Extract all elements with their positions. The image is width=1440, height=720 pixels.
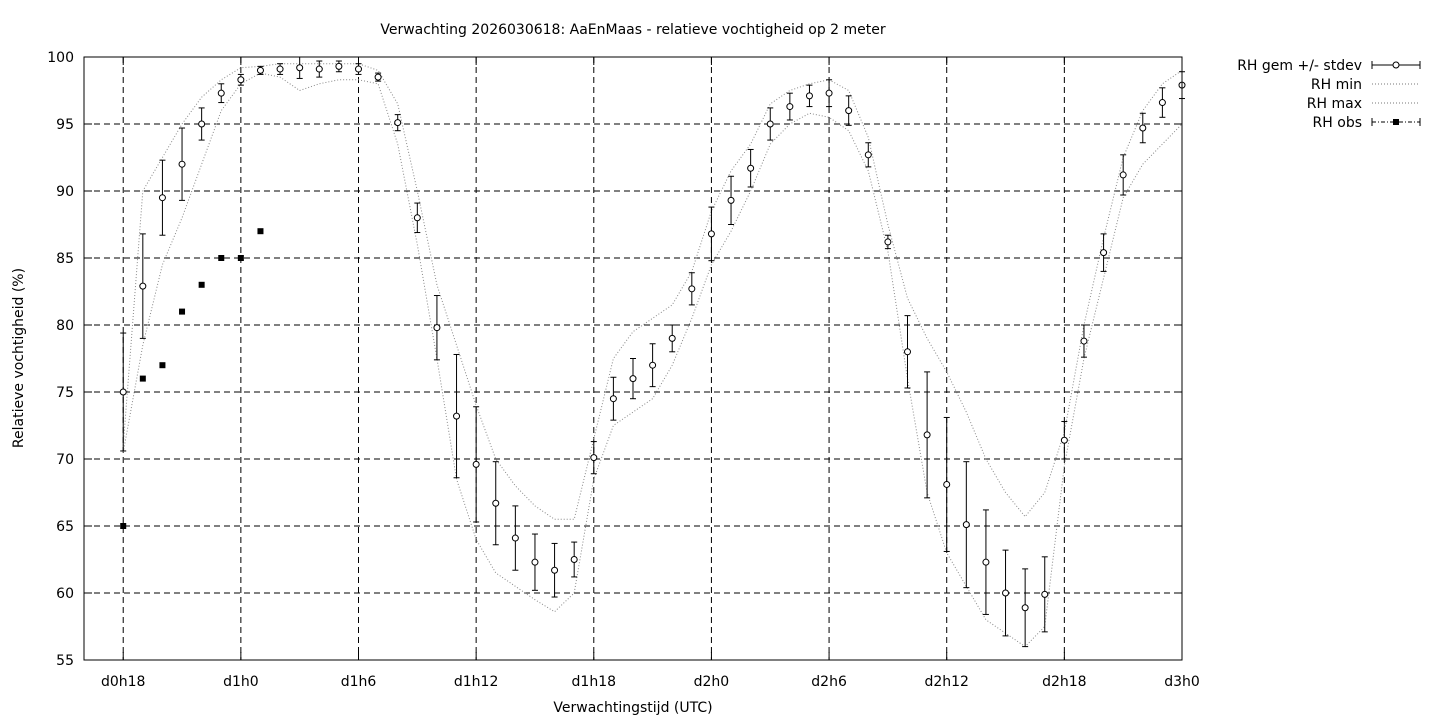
mean-point (355, 63, 362, 75)
mean-point (766, 107, 774, 141)
mean-point (335, 60, 343, 73)
mean-point (492, 461, 500, 546)
mean-point (1041, 556, 1049, 633)
legend-label-max: RH max (1307, 96, 1362, 112)
mean-point (315, 60, 323, 78)
mean-point (629, 358, 637, 400)
y-tick-label: 100 (47, 50, 74, 66)
y-tick-label: 75 (56, 385, 74, 401)
y-tick-label: 60 (56, 586, 74, 602)
mean-point (511, 505, 519, 571)
mean-point (1080, 324, 1088, 358)
obs-point (139, 375, 146, 382)
obs-point (159, 362, 166, 369)
mean-point (864, 142, 872, 168)
x-tick-label: d0h18 (101, 674, 145, 690)
mean-point (570, 541, 578, 578)
y-tick-label: 80 (56, 318, 74, 334)
obs-point (120, 523, 127, 529)
mean-point (413, 202, 421, 234)
mean-point (649, 343, 657, 388)
x-tick-label: d2h12 (924, 674, 968, 690)
series-rh-max-line (122, 63, 1183, 520)
x-tick-label: d1h6 (341, 674, 377, 690)
mean-point (1100, 233, 1108, 272)
axis-ticks: 55 60 65 70 75 80 85 90 95 100 d0h18 d1h0 d1h6 d1h12 d… (47, 50, 1200, 690)
legend-sample-obs (1371, 118, 1421, 126)
mean-point (1158, 87, 1166, 118)
y-tick-label: 85 (56, 251, 74, 267)
y-tick-label: 95 (56, 117, 74, 133)
obs-point (198, 281, 205, 288)
mean-point (668, 324, 676, 353)
obs-point (179, 308, 186, 315)
chart-title: Verwachting 2026030618: AaEnMaas - relat… (380, 22, 886, 38)
mean-point (786, 92, 794, 121)
mean-point (707, 206, 715, 262)
mean-point (394, 114, 402, 132)
mean-point (296, 56, 304, 79)
mean-point (805, 84, 813, 108)
mean-point (551, 542, 559, 598)
mean-point (158, 159, 166, 236)
y-tick-label: 70 (56, 452, 74, 468)
x-axis-label: Verwachtingstijd (UTC) (553, 700, 712, 716)
x-tick-label: d2h6 (811, 674, 847, 690)
mean-point (453, 353, 461, 479)
y-tick-label: 90 (56, 184, 74, 200)
mean-point (943, 416, 951, 552)
mean-point (472, 406, 480, 523)
grid (84, 57, 1183, 660)
mean-point (1139, 112, 1147, 144)
mean-point (119, 332, 127, 452)
x-tick-label: d2h0 (694, 674, 730, 690)
plot-frame (83, 56, 1183, 661)
y-tick-label: 55 (56, 653, 74, 669)
obs-point (218, 255, 225, 261)
legend-label-min: RH min (1311, 77, 1362, 93)
mean-point (904, 315, 911, 389)
mean-point (374, 72, 382, 82)
mean-point (198, 107, 206, 141)
x-tick-label: d3h0 (1164, 674, 1200, 690)
obs-point (237, 255, 244, 261)
mean-point (884, 234, 892, 250)
y-axis-label: Relatieve vochtigheid (%) (11, 268, 27, 448)
mean-point (747, 148, 755, 188)
mean-point (433, 295, 441, 361)
mean-point (982, 509, 990, 615)
mean-point (923, 371, 931, 499)
mean-point (1021, 568, 1029, 648)
mean-point (139, 233, 147, 339)
mean-point (1119, 154, 1127, 196)
mean-point (609, 376, 617, 421)
y-tick-label: 65 (56, 519, 74, 535)
legend-sample-mean (1371, 61, 1421, 69)
mean-point (1002, 549, 1010, 637)
mean-point (688, 272, 696, 306)
x-tick-label: d2h18 (1042, 674, 1086, 690)
x-tick-label: d1h12 (454, 674, 498, 690)
mean-point (531, 533, 539, 591)
mean-point (845, 95, 853, 126)
mean-point (825, 79, 833, 108)
obs-point (257, 228, 264, 235)
x-tick-label: d1h18 (572, 674, 616, 690)
plot-area (119, 56, 1186, 648)
mean-point (727, 175, 735, 225)
legend-label-mean: RH gem +/- stdev (1237, 58, 1362, 74)
mean-point (256, 65, 264, 75)
legend: RH gem +/- stdev RH min RH max RH obs (1237, 58, 1421, 131)
mean-point (590, 441, 598, 475)
mean-point (217, 83, 225, 104)
mean-point (178, 127, 186, 201)
mean-point (237, 73, 245, 86)
mean-point (1060, 420, 1068, 460)
mean-point (276, 63, 284, 75)
legend-label-obs: RH obs (1313, 115, 1362, 131)
x-tick-label: d1h0 (223, 674, 259, 690)
mean-point (962, 461, 970, 589)
